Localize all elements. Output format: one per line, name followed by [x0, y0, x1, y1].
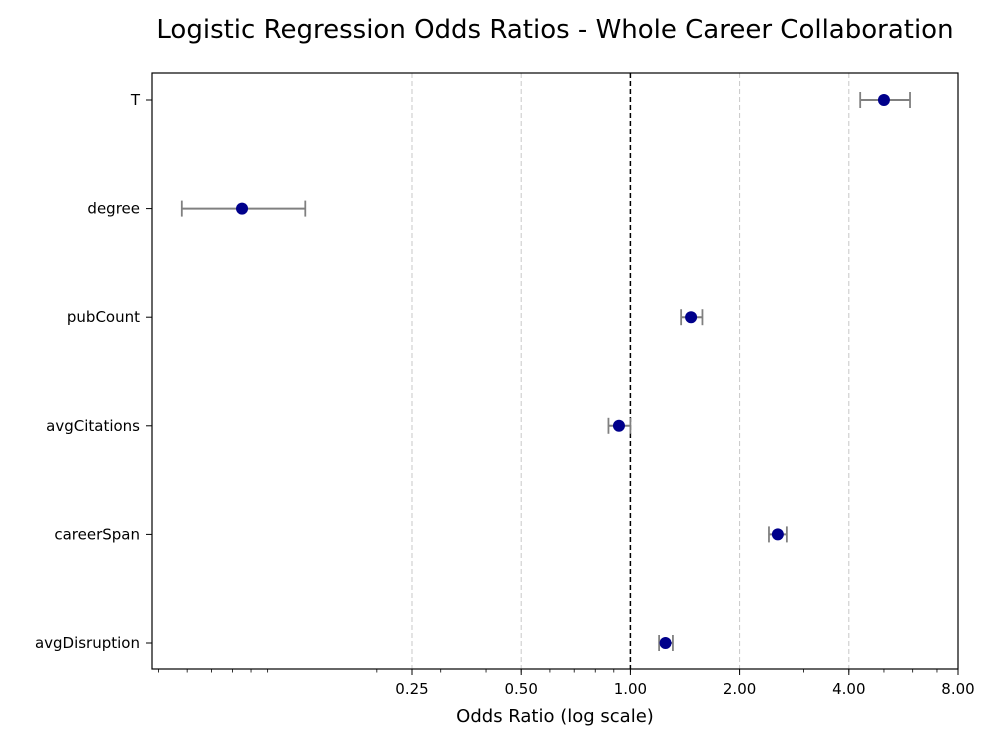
- x-tick-label: 1.00: [614, 680, 647, 698]
- y-tick-label: pubCount: [67, 308, 140, 326]
- data-point: [877, 94, 890, 106]
- chart-title: Logistic Regression Odds Ratios - Whole …: [156, 15, 953, 45]
- data-point: [612, 419, 625, 432]
- data-marks: [180, 92, 911, 651]
- y-tick-label: avgCitations: [46, 417, 140, 435]
- data-point: [685, 311, 698, 324]
- x-tick-label: 0.25: [395, 680, 428, 698]
- y-tick-label: T: [130, 91, 141, 109]
- x-axis: 0.25 0.50 1.00 2.00 4.00 8.00: [158, 669, 975, 698]
- y-tick-label: degree: [87, 200, 140, 218]
- data-point: [771, 528, 784, 541]
- x-tick-label: 4.00: [832, 680, 865, 698]
- plot-frame: [151, 72, 959, 670]
- grid-lines: [411, 73, 850, 669]
- x-axis-label: Odds Ratio (log scale): [456, 706, 654, 727]
- data-point: [659, 637, 672, 649]
- x-tick-label: 8.00: [941, 680, 974, 698]
- x-tick-label: 0.50: [504, 680, 537, 698]
- data-point: [236, 202, 249, 215]
- x-tick-label: 2.00: [723, 680, 756, 698]
- y-tick-label: avgDisruption: [35, 634, 140, 652]
- y-tick-label: careerSpan: [54, 525, 140, 543]
